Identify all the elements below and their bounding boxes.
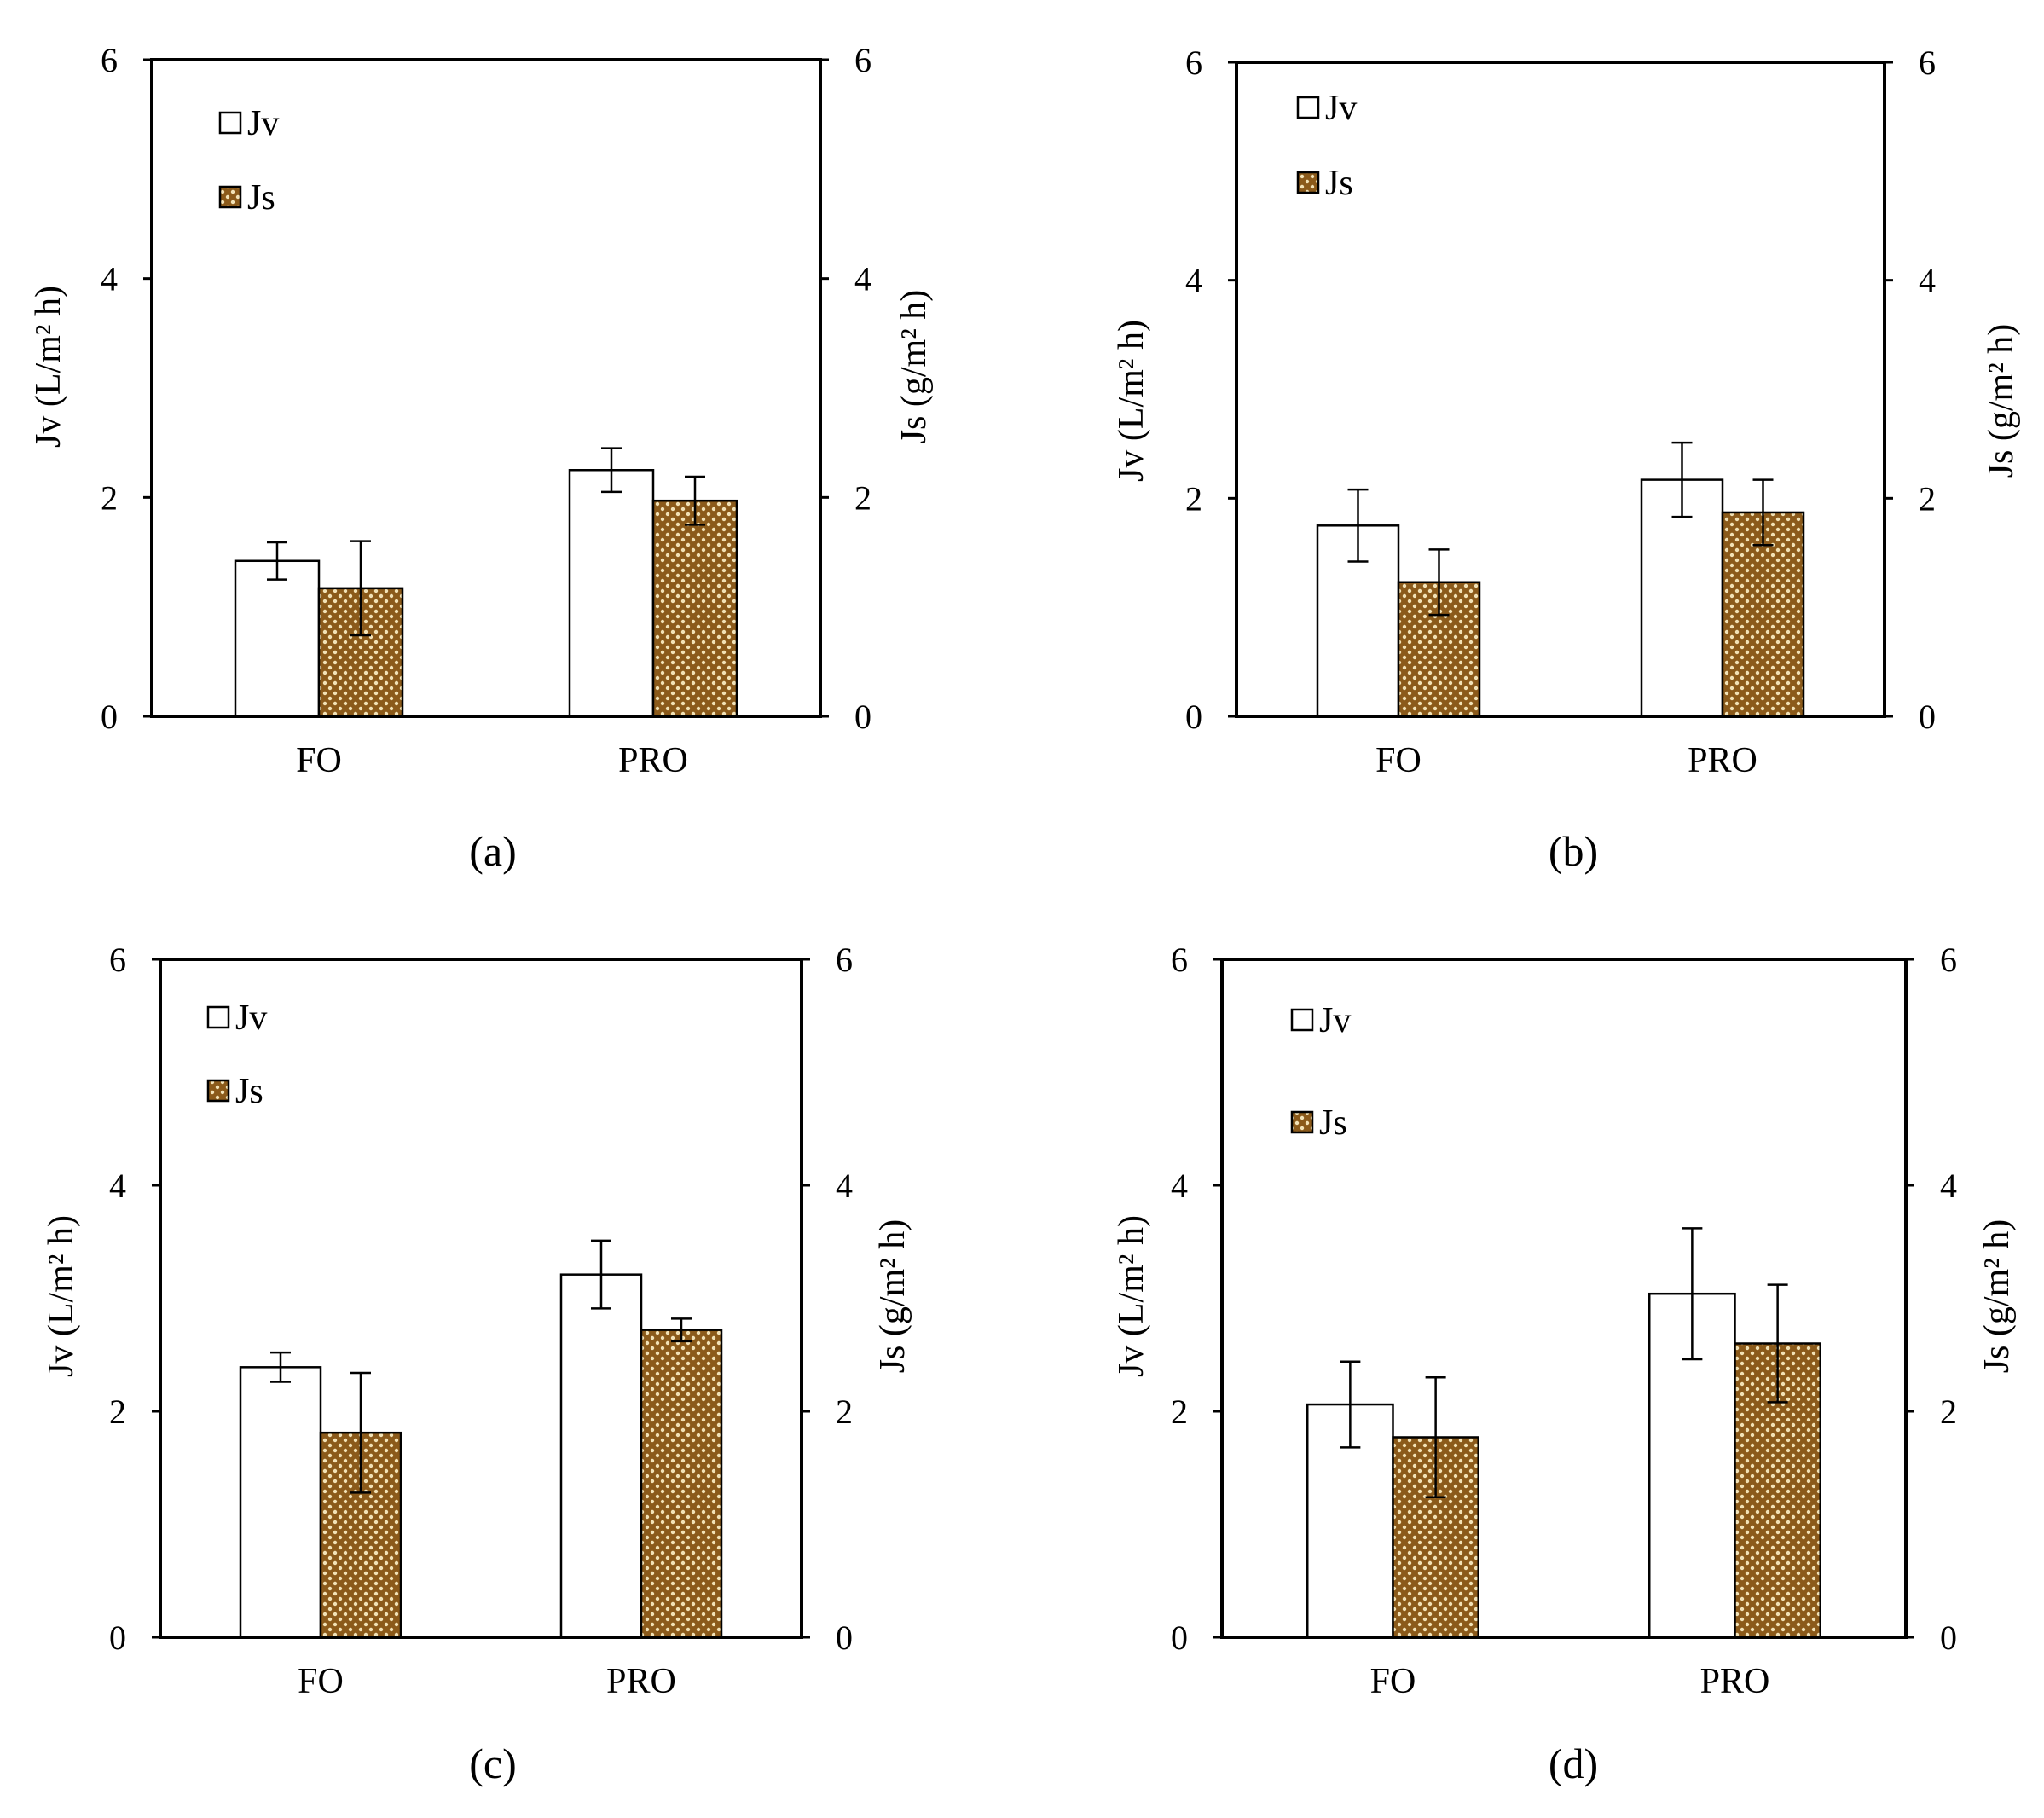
legend-swatch-jv	[206, 1005, 230, 1029]
legend-swatch-jv	[1296, 96, 1320, 119]
left-tick-label: 0	[101, 698, 118, 736]
left-axis-label: Jv (L/m² h)	[42, 1215, 81, 1377]
right-tick-label: 6	[1940, 941, 1957, 979]
left-axis-label: Jv (L/m² h)	[1112, 320, 1151, 482]
panel-label: (c)	[469, 1740, 517, 1787]
right-axis-label: Js (g/m² h)	[873, 1219, 912, 1374]
legend-label-js: Js	[247, 178, 275, 217]
right-tick-label: 0	[836, 1618, 853, 1657]
bar-jv-pro	[559, 1273, 643, 1639]
legend-swatch-js	[206, 1079, 230, 1103]
left-tick-label: 0	[109, 1618, 126, 1657]
legend-swatch-jv	[218, 111, 242, 135]
legend-label-js: Js	[235, 1072, 263, 1111]
left-tick-label: 0	[1185, 698, 1202, 736]
bar-jv-pro	[568, 469, 655, 718]
legend-label-jv: Jv	[235, 999, 267, 1038]
plot-frame	[150, 58, 822, 718]
left-tick-label: 6	[1185, 43, 1202, 82]
right-tick-label: 6	[854, 41, 871, 79]
right-tick-label: 6	[836, 941, 853, 979]
legend-label-js: Js	[1319, 1103, 1347, 1143]
chart-panel-4: 0 0 2 2 4 4 6 6 FO PRO Jv Js Jv (L/m² h) Js (g/m² h) (…	[1112, 941, 2017, 1787]
category-label: PRO	[1700, 1662, 1770, 1701]
left-tick-label: 2	[1171, 1392, 1188, 1431]
legend-label-jv: Jv	[247, 104, 279, 143]
right-tick-label: 2	[854, 478, 871, 517]
bar-js-fo	[1392, 1436, 1479, 1639]
bar-jv-pro	[1640, 478, 1724, 718]
legend-swatch-js	[1296, 171, 1320, 194]
right-tick-label: 4	[836, 1167, 853, 1205]
category-label: PRO	[606, 1662, 676, 1701]
bar-jv-fo	[239, 1366, 322, 1639]
right-tick-label: 0	[1940, 1618, 1957, 1657]
category-label: FO	[1370, 1662, 1416, 1701]
chart-panel-2: 0 0 2 2 4 4 6 6 FO PRO Jv Js Jv (L/m² h) Js (g/m² h) (…	[1112, 43, 2021, 875]
right-axis-label: Js (g/m² h)	[895, 290, 934, 444]
right-tick-label: 2	[836, 1392, 853, 1431]
right-tick-label: 4	[1919, 262, 1936, 300]
category-label: PRO	[618, 741, 688, 780]
right-tick-label: 2	[1940, 1392, 1957, 1431]
right-tick-label: 4	[1940, 1167, 1957, 1205]
bar-js-pro	[1721, 511, 1805, 718]
left-tick-label: 4	[109, 1167, 126, 1205]
legend-swatch-js	[1290, 1110, 1314, 1134]
chart-panel-3: 0 0 2 2 4 4 6 6 FO PRO Jv Js Jv (L/m² h) Js (g/m² h) (…	[42, 941, 912, 1787]
legend-swatch-jv	[1290, 1008, 1314, 1032]
right-axis-label: Js (g/m² h)	[1982, 324, 2021, 478]
left-tick-label: 4	[1171, 1167, 1188, 1205]
category-label: PRO	[1688, 741, 1757, 780]
category-label: FO	[298, 1662, 344, 1701]
left-axis-label: Jv (L/m² h)	[1112, 1215, 1151, 1377]
right-tick-label: 6	[1919, 43, 1936, 82]
plot-frame	[159, 958, 803, 1639]
bar-js-pro	[651, 499, 738, 718]
plot-frame	[1220, 958, 1908, 1639]
category-label: FO	[1375, 741, 1422, 780]
category-label: FO	[296, 741, 342, 780]
plot-frame	[1235, 61, 1886, 718]
bar-js-pro	[640, 1329, 723, 1639]
right-tick-label: 0	[854, 698, 871, 736]
left-tick-label: 2	[101, 478, 118, 517]
panel-label: (d)	[1549, 1740, 1598, 1787]
left-tick-label: 6	[109, 941, 126, 979]
left-axis-label: Jv (L/m² h)	[29, 286, 68, 448]
legend-swatch-js	[218, 185, 242, 209]
legend-label-js: Js	[1325, 164, 1353, 203]
right-axis-label: Js (g/m² h)	[1977, 1219, 2017, 1374]
legend-label-jv: Jv	[1325, 89, 1357, 128]
right-tick-label: 4	[854, 260, 871, 298]
chart-panel-1: 0 0 2 2 4 4 6 6 FO PRO Jv Js Jv (L/m² h) Js (g/m² h) (…	[29, 41, 934, 875]
left-tick-label: 6	[101, 41, 118, 79]
right-tick-label: 2	[1919, 479, 1936, 518]
panel-label: (b)	[1549, 827, 1598, 875]
left-tick-label: 2	[1185, 479, 1202, 518]
legend-label-jv: Jv	[1319, 1001, 1351, 1040]
panel-label: (a)	[469, 827, 517, 875]
left-tick-label: 6	[1171, 941, 1188, 979]
left-tick-label: 2	[109, 1392, 126, 1431]
right-tick-label: 0	[1919, 698, 1936, 736]
left-tick-label: 4	[101, 260, 118, 298]
left-tick-label: 4	[1185, 262, 1202, 300]
bar-jv-fo	[234, 559, 321, 718]
left-tick-label: 0	[1171, 1618, 1188, 1657]
